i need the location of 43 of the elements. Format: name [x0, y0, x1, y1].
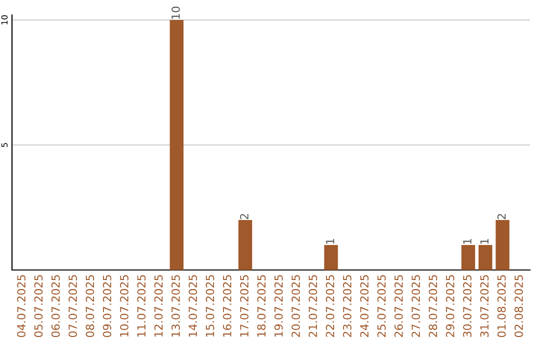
x-tick-label: 09.07.2025 [102, 275, 112, 338]
x-tick-label: 31.07.2025 [480, 275, 489, 337]
bar [238, 220, 252, 270]
x-tick-label: 20.07.2025 [292, 275, 300, 337]
x-tick-label: 15.07.2025 [206, 275, 214, 337]
x-tick-label: 13.07.2025 [171, 275, 180, 337]
data-label: 1 [463, 238, 472, 244]
data-label: 10 [171, 6, 180, 19]
x-tick-label: 10.07.2025 [120, 275, 128, 337]
x-tick-label: 14.07.2025 [188, 275, 198, 337]
x-tick-label: 08.07.2025 [86, 275, 94, 338]
x-tick-label: 17.07.2025 [240, 275, 248, 337]
bar [461, 245, 476, 270]
x-tick-label: 28.07.2025 [428, 275, 438, 337]
bar [170, 20, 184, 270]
bar [324, 245, 338, 270]
x-tick-label: 01.08.2025 [497, 275, 506, 338]
x-tick-label: 07.07.2025 [68, 275, 77, 338]
x-tick-label: 12.07.2025 [154, 275, 163, 337]
x-tick-label: 02.08.2025 [514, 275, 523, 338]
x-tick-label: 19.07.2025 [274, 275, 283, 337]
data-label: 2 [497, 214, 506, 220]
y-tick-label: 5 [1, 143, 8, 148]
x-tick-label: 06.07.2025 [51, 275, 60, 338]
bar [478, 245, 492, 270]
x-tick-label: 27.07.2025 [412, 275, 420, 337]
x-tick-label: 25.07.2025 [377, 275, 386, 337]
x-tick-label: 29.07.2025 [446, 275, 454, 337]
x-tick-label: 11.07.2025 [137, 275, 146, 337]
x-tick-label: 22.07.2025 [326, 275, 334, 337]
x-tick-label: 23.07.2025 [343, 275, 352, 337]
x-tick-label: 30.07.2025 [463, 275, 472, 337]
x-tick-label: 24.07.2025 [360, 275, 369, 337]
bar [496, 220, 510, 270]
data-label: 2 [240, 214, 248, 220]
x-tick-label: 05.07.2025 [34, 275, 43, 338]
x-tick-label: 21.07.2025 [308, 275, 318, 337]
x-tick-label: 04.07.2025 [17, 275, 26, 338]
data-label: 1 [326, 238, 334, 244]
x-tick-label: 18.07.2025 [257, 275, 266, 337]
x-tick-label: 16.07.2025 [222, 275, 232, 337]
x-tick-label: 26.07.2025 [394, 275, 403, 337]
data-label: 1 [480, 238, 488, 244]
